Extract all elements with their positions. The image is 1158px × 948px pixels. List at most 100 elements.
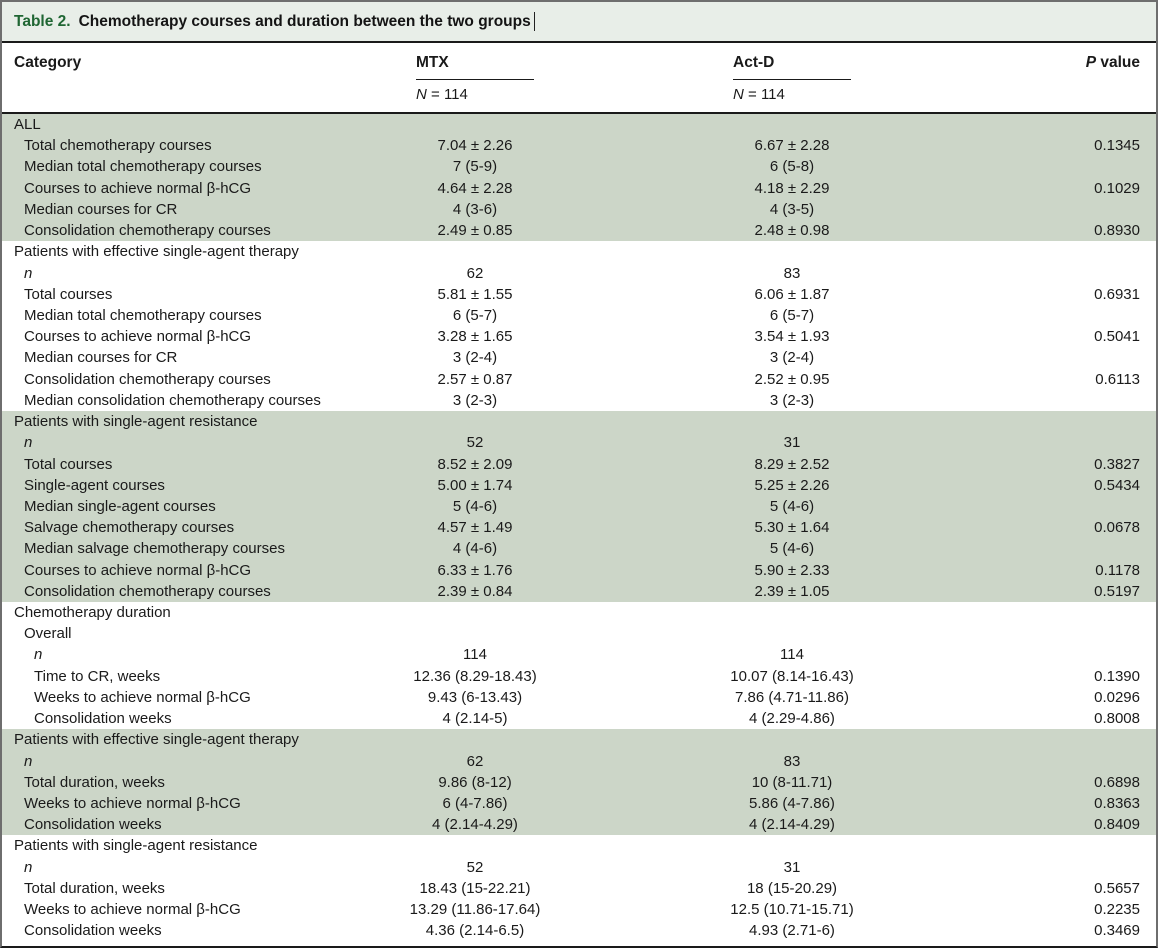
table-row: Consolidation weeks 4 (2.14-4.29) 4 (2.14-… (2, 814, 1156, 836)
mtx-value: 6 (5-7) (452, 306, 498, 324)
section-header-row: Chemotherapy duration (2, 602, 1156, 623)
actd-value: 8.29 ± 2.52 (754, 455, 830, 473)
p-label: value (1096, 54, 1140, 71)
mtx-value: 5.81 ± 1.55 (437, 285, 513, 303)
mtx-value (335, 241, 615, 262)
p-value (969, 751, 1156, 772)
table-row: Consolidation weeks 4 (2.14-5) 4 (2.29-4.8… (2, 708, 1156, 729)
p-value: 0.8008 (1094, 710, 1140, 728)
actd-value: 4.93 (2.71-6) (749, 922, 835, 940)
p-symbol: P (1085, 54, 1097, 71)
p-value (969, 305, 1156, 326)
mtx-value: 2.39 ± 0.84 (437, 582, 513, 600)
mtx-value (335, 835, 615, 856)
table-row: Courses to achieve normal β-hCG 3.28 ± 1.… (2, 326, 1156, 347)
actd-value: 3.54 ± 1.93 (754, 328, 830, 346)
row-label: Weeks to achieve normal β-hCG (24, 795, 241, 812)
section-label: Patients with effective single-agent the… (14, 243, 299, 261)
p-value (969, 241, 1156, 262)
table-row: n 52 31 (2, 432, 1156, 454)
actd-value (615, 241, 969, 262)
table-row: Courses to achieve normal β-hCG 6.33 ± 1.… (2, 559, 1156, 581)
actd-value: 12.5 (10.71-15.71) (730, 901, 854, 919)
table-row: Median courses for CR 4 (3-6) 4 (3-5) (2, 198, 1156, 221)
table-row: Total duration, weeks 9.86 (8-12) 10 (8-11… (2, 771, 1156, 793)
actd-value: 5 (4-6) (769, 540, 815, 558)
actd-value: 2.48 ± 0.98 (754, 222, 830, 240)
p-value (969, 156, 1156, 177)
mtx-value (335, 411, 615, 432)
table-row: Total courses 5.81 ± 1.55 6.06 ± 1.87 0.693… (2, 284, 1156, 305)
group-name-actd: Act-D (733, 54, 851, 80)
actd-value: 31 (783, 858, 801, 876)
table-row: Courses to achieve normal β-hCG 4.64 ± 2.… (2, 177, 1156, 199)
row-label: n (24, 264, 33, 282)
actd-value: 6 (5-8) (769, 158, 815, 176)
mtx-value: 5.00 ± 1.74 (437, 476, 513, 494)
p-value: 0.6113 (1095, 370, 1140, 388)
actd-value: 83 (783, 264, 801, 282)
actd-value: 3 (2-4) (769, 349, 815, 367)
row-label: Total duration, weeks (24, 773, 165, 791)
table-row: Total chemotherapy courses 7.04 ± 2.26 6.6… (2, 135, 1156, 157)
row-label: Time to CR, weeks (34, 667, 161, 685)
table-row: Median total chemotherapy courses 6 (5-7)… (2, 305, 1156, 326)
actd-value (615, 411, 969, 432)
section-header-row: Patients with single-agent resistance (2, 411, 1156, 433)
row-label: Salvage chemotherapy courses (24, 519, 235, 537)
row-label: n (24, 752, 33, 770)
row-label: Median total chemotherapy courses (24, 306, 262, 324)
row-label: Consolidation weeks (24, 922, 162, 940)
actd-value: 4.18 ± 2.29 (754, 179, 830, 197)
row-label: Courses to achieve normal β-hCG (24, 328, 252, 346)
p-value: 0.3469 (1094, 922, 1140, 940)
table-row: Weeks to achieve normal β-hCG 6 (4-7.86) 5… (2, 793, 1156, 815)
mtx-value: 4 (4-6) (452, 540, 498, 558)
section-header-row: Patients with effective single-agent the… (2, 241, 1156, 262)
mtx-value: 6 (4-7.86) (442, 795, 508, 812)
actd-value: 83 (783, 752, 801, 770)
row-label: n (24, 858, 33, 876)
group-n-mtx: N = 114 (416, 86, 534, 103)
row-label: Median salvage chemotherapy courses (24, 540, 285, 558)
table-row: Total courses 8.52 ± 2.09 8.29 ± 2.52 0.382… (2, 453, 1156, 475)
p-value (969, 114, 1156, 135)
row-label: Consolidation weeks (34, 710, 172, 728)
table-row: Median consolidation chemotherapy course… (2, 390, 1156, 411)
mtx-value: 52 (466, 434, 484, 452)
column-header-actd: Act-D N = 114 (615, 43, 969, 112)
mtx-value: 18.43 (15-22.21) (419, 879, 531, 897)
row-label: Consolidation chemotherapy courses (24, 582, 271, 600)
row-label: Median courses for CR (24, 200, 178, 218)
row-label: Median total chemotherapy courses (24, 158, 262, 176)
actd-value: 18 (15-20.29) (746, 879, 838, 897)
p-value (969, 496, 1156, 517)
table-row: n 114 114 (2, 644, 1156, 665)
mtx-value: 52 (466, 858, 484, 876)
row-label: Consolidation chemotherapy courses (24, 222, 271, 240)
mtx-value: 4.36 (2.14-6.5) (425, 922, 525, 940)
p-value (969, 390, 1156, 411)
actd-value: 5.30 ± 1.64 (754, 519, 830, 537)
actd-value: 5.90 ± 2.33 (754, 561, 830, 579)
table-row: Weeks to achieve normal β-hCG 9.43 (6-13.… (2, 687, 1156, 708)
p-value (969, 835, 1156, 856)
p-value: 0.8930 (1094, 222, 1140, 240)
row-label: Courses to achieve normal β-hCG (24, 561, 252, 579)
mtx-value: 7.04 ± 2.26 (437, 137, 513, 155)
mtx-value: 5 (4-6) (452, 497, 498, 515)
actd-value: 6.67 ± 2.28 (754, 137, 830, 155)
table-caption-bar: Table 2. Chemotherapy courses and durati… (2, 2, 1156, 43)
p-value: 0.5041 (1094, 328, 1140, 346)
row-label: Consolidation weeks (24, 816, 162, 834)
table-row: Single-agent courses 5.00 ± 1.74 5.25 ± 2.… (2, 474, 1156, 496)
table-row: Salvage chemotherapy courses 4.57 ± 1.49 5… (2, 517, 1156, 539)
mtx-value: 2.49 ± 0.85 (437, 222, 513, 240)
actd-value: 2.39 ± 1.05 (754, 582, 830, 600)
group-name-mtx: MTX (416, 54, 534, 80)
table-number-label: Table 2. (14, 12, 71, 30)
n-count: = 114 (426, 86, 468, 103)
section-header-row: Patients with single-agent resistance (2, 835, 1156, 856)
p-value (969, 602, 1156, 623)
